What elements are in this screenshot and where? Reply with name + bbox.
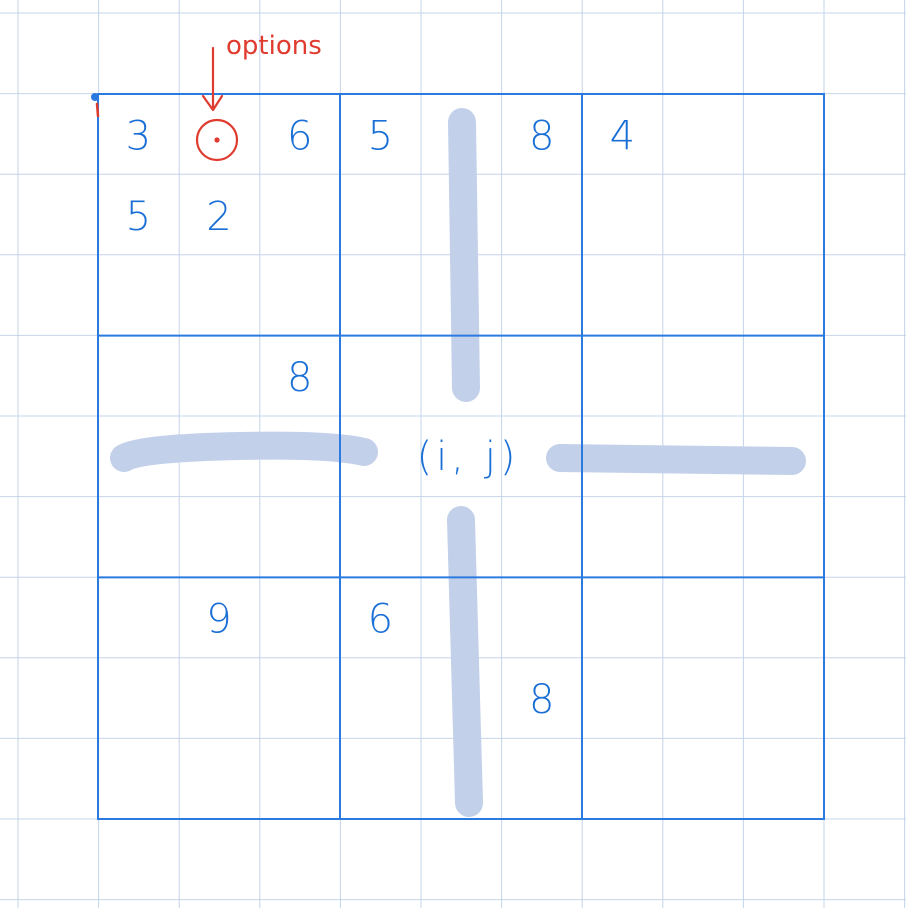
options-target-dot [214, 137, 220, 143]
row-highlight-right [546, 444, 806, 475]
center-label: (i, j) [417, 434, 520, 480]
cell-digit: 2 [206, 194, 231, 240]
cell-digit: 5 [368, 113, 393, 159]
column-highlight-lower [447, 506, 483, 817]
cell-digit: 4 [610, 113, 635, 159]
center-cell-label: (i, j) [417, 434, 520, 480]
cell-digit: 6 [368, 597, 393, 643]
cell-digit: 5 [126, 194, 151, 240]
cell-digit: 8 [529, 677, 554, 723]
row-highlight-left [110, 431, 378, 472]
options-target-circle [195, 118, 239, 162]
options-annotation: options [195, 31, 322, 162]
cell-digit: 9 [206, 597, 231, 643]
options-label: options [226, 31, 322, 61]
column-highlight-upper [448, 108, 480, 402]
cell-digit: 3 [126, 113, 151, 159]
given-digits: 3 6 5 8 4 5 2 8 9 6 8 [126, 113, 635, 723]
cell-digit: 6 [287, 113, 312, 159]
board-frame [97, 93, 825, 820]
cell-digit: 8 [529, 113, 554, 159]
options-arrow-head [201, 94, 224, 112]
cell-digit: 8 [287, 355, 312, 401]
sudoku-board [97, 93, 825, 820]
corner-marker [91, 93, 100, 118]
